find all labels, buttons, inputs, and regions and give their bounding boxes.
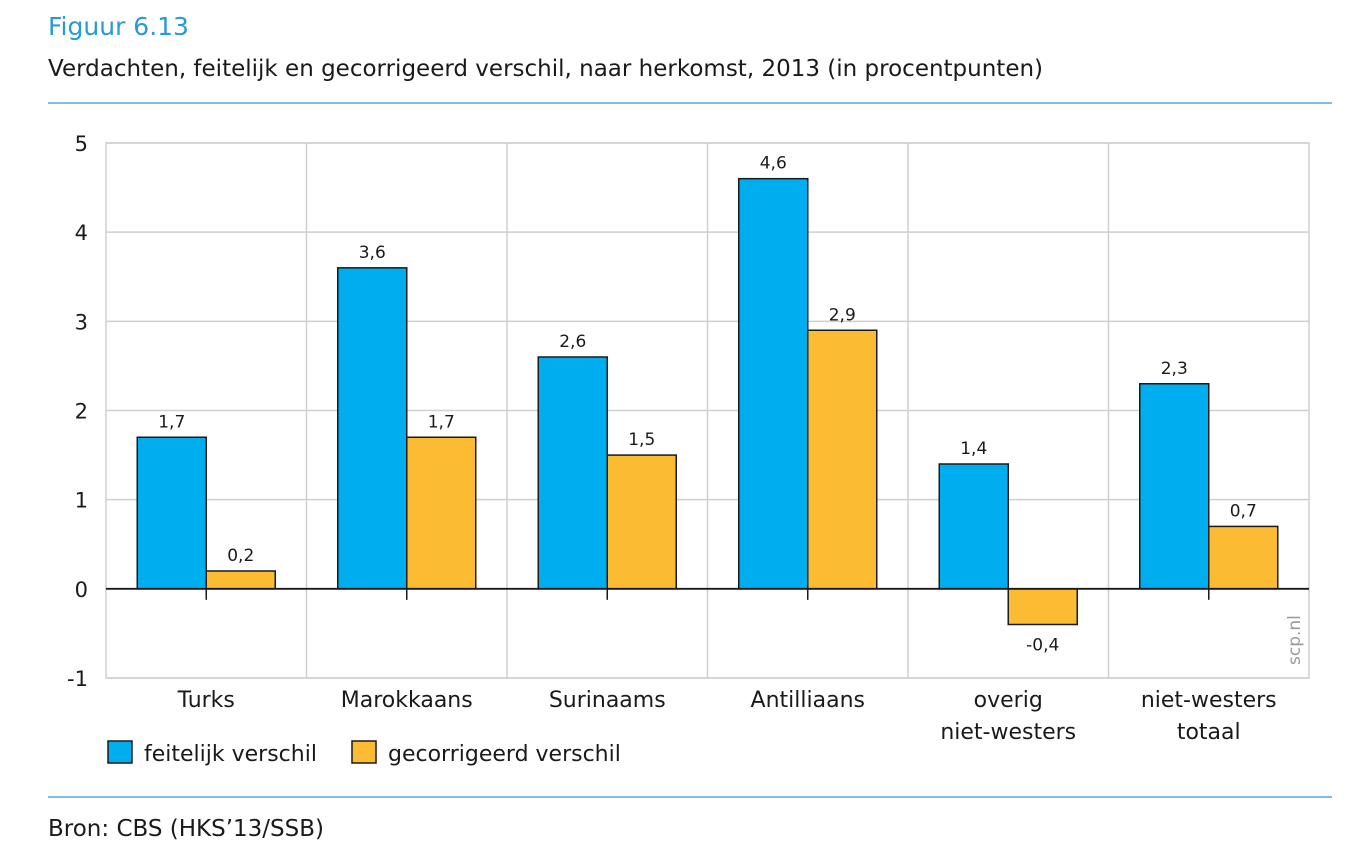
x-category-label: niet-westers: [1141, 688, 1277, 713]
bar-feitelijk: [1139, 383, 1210, 590]
bar-feitelijk: [537, 356, 608, 590]
legend-swatch-feitelijk: [107, 740, 133, 764]
legend-swatch-gecorrigeerd: [351, 740, 377, 764]
x-category-label: overig: [974, 688, 1043, 713]
bar-value-label: 2,6: [559, 332, 586, 352]
y-tick-label: 0: [75, 578, 88, 602]
x-category-label: Surinaams: [549, 688, 666, 713]
x-category-label: totaal: [1177, 720, 1241, 745]
y-tick-label: 4: [75, 221, 88, 245]
legend-label-feitelijk: feitelijk verschil: [144, 742, 317, 767]
y-tick-label: 3: [75, 310, 88, 334]
bar-feitelijk: [136, 436, 207, 590]
bar-gecorrigeerd: [1007, 588, 1078, 626]
bar-value-label: 1,5: [628, 430, 655, 450]
bar-value-label: 2,9: [829, 305, 856, 325]
bar-gecorrigeerd: [807, 329, 878, 590]
chart-grid: [105, 142, 1310, 679]
bar-value-label: 1,4: [960, 439, 987, 459]
bar-gecorrigeerd: [205, 570, 276, 590]
bar-value-label: 3,6: [359, 243, 386, 263]
x-category-label: Marokkaans: [341, 688, 473, 713]
bar-value-label: 1,7: [158, 412, 185, 432]
chart-labels: 1,7 0,2 3,6 1,7 2,6 1,5 4,6 2,9 1,4 -0,4 2,3 0,7: [158, 154, 1257, 656]
bar-value-label: 0,7: [1230, 501, 1257, 521]
bar-feitelijk: [938, 463, 1009, 590]
chart-legend: feitelijk verschil gecorrigeerd verschil: [107, 740, 621, 767]
y-tick-label: 2: [75, 400, 88, 424]
bar-value-label: 4,6: [760, 154, 787, 174]
figure-label: Figuur 6.13: [48, 12, 189, 41]
bar-gecorrigeerd: [1208, 525, 1279, 590]
figure-title: Verdachten, feitelijk en gecorrigeerd ve…: [48, 56, 1044, 82]
source-text: Bron: CBS (HKS’13/SSB): [48, 816, 325, 842]
y-tick-label: 5: [75, 132, 88, 156]
bar-value-label: 0,2: [227, 546, 254, 566]
x-category-label: Antilliaans: [751, 688, 865, 713]
bar-gecorrigeerd: [606, 454, 677, 590]
bar-value-label: 2,3: [1161, 359, 1188, 379]
bar-value-label: 1,7: [428, 412, 455, 432]
legend-label-gecorrigeerd: gecorrigeerd verschil: [388, 742, 621, 767]
x-category-label: niet-westers: [940, 720, 1076, 745]
y-tick-label: -1: [67, 667, 88, 691]
bottom-divider: [48, 796, 1332, 798]
chart-axis: 5 4 3 2 1 0 -1 Turks Marokkaans Surinaams Antillia…: [67, 132, 1309, 745]
top-divider: [48, 102, 1332, 104]
bar-feitelijk: [738, 177, 809, 590]
watermark-text: scp.nl: [1285, 615, 1305, 665]
bar-gecorrigeerd: [406, 436, 477, 590]
bar-feitelijk: [337, 267, 408, 590]
bar-value-label: -0,4: [1026, 636, 1059, 656]
x-category-label: Turks: [177, 688, 235, 713]
y-tick-label: 1: [75, 489, 88, 513]
